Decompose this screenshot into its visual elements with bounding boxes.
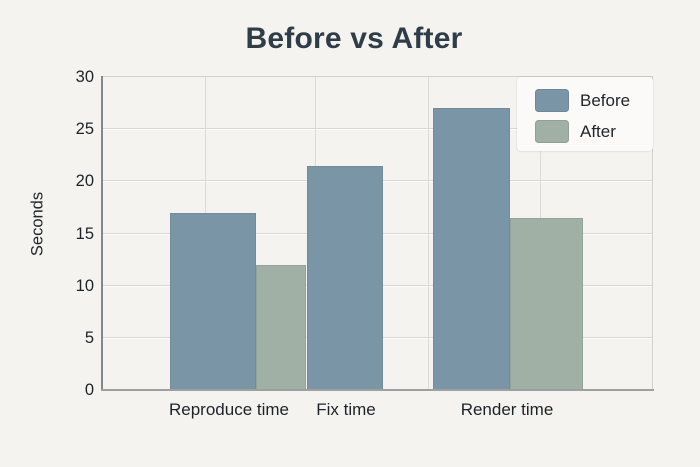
x-axis-label-fix-time: Fix time <box>316 400 376 419</box>
x-axis-label-reproduce-time: Reproduce time <box>168 400 290 419</box>
bar-before-reproduce-time <box>170 212 256 390</box>
y-tick-label-30: 30 <box>75 68 94 86</box>
y-tick-label-15: 15 <box>75 224 94 243</box>
legend-item-after: After <box>535 119 616 143</box>
x-axis-label-render-time: Render time <box>460 400 554 419</box>
gridline-x-2 <box>428 77 429 390</box>
y-tick-label-5: 5 <box>84 328 94 347</box>
x-axis-line <box>100 389 654 391</box>
before-series-swatch <box>535 88 569 112</box>
y-axis-line <box>100 76 103 391</box>
after-series-swatch <box>535 119 569 143</box>
chart-title: Before vs After <box>245 22 463 55</box>
legend-label-before: Before <box>580 90 631 110</box>
bar-before-fix-time <box>306 165 383 390</box>
bar-before-render-time <box>433 108 510 390</box>
y-tick-label-0: 0 <box>84 381 94 399</box>
legend-item-before: Before <box>535 88 631 112</box>
y-tick-label-25: 25 <box>75 120 94 139</box>
y-tick-label-10: 10 <box>75 276 94 295</box>
y-tick-label-20: 20 <box>75 172 94 191</box>
gridline-y-25 <box>102 128 653 131</box>
plot-border-top <box>102 76 653 77</box>
plot-border-right <box>652 76 653 390</box>
legend: Before After <box>517 76 653 151</box>
bar-after-render-time <box>510 217 583 390</box>
legend-label-after: After <box>580 121 616 141</box>
bar-after-reproduce-time <box>256 264 306 390</box>
